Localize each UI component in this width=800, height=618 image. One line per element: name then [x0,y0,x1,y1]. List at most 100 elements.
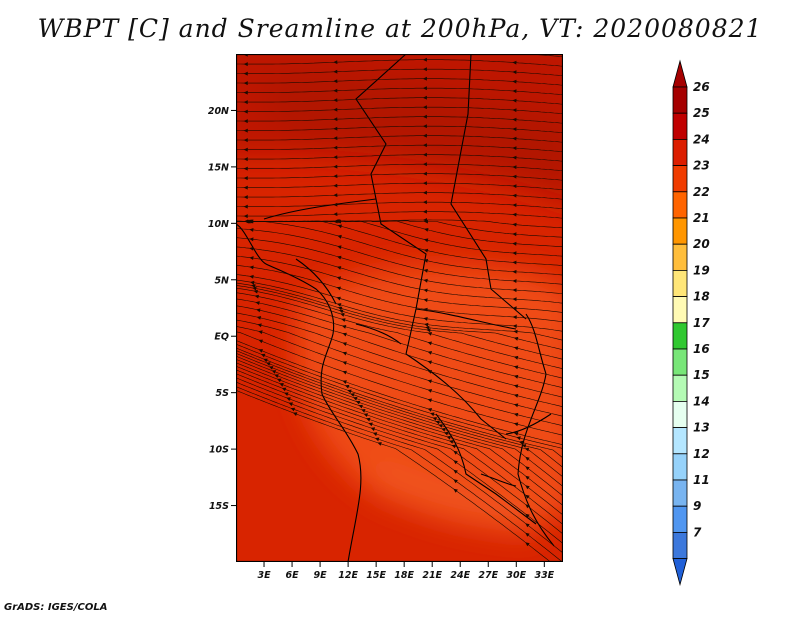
streamline-arrowhead [336,303,342,307]
streamline-arrowhead [260,353,266,358]
streamline-arrowhead [342,361,347,365]
footer-credit: GrADS: IGES/COLA [4,602,108,613]
streamline-arrowhead [513,384,519,389]
streamline-arrowhead [333,202,338,207]
streamline-arrowhead [513,403,519,408]
colorbar-label: 14 [693,394,710,408]
streamline-arrowhead [512,89,517,94]
streamline-arrowhead [347,389,352,394]
streamline-arrowhead [344,384,350,389]
streamline-arrowhead [243,100,248,105]
streamline-arrowhead [249,237,254,242]
streamline-arrowhead [336,296,341,301]
streamline-arrowhead [279,383,284,387]
streamline-arrowhead [250,280,255,285]
streamline-arrowhead [512,165,517,170]
streamline-arrowhead [333,60,338,65]
lat-tick-label: 10N [208,219,229,230]
streamline-arrowhead [333,88,338,93]
streamline-arrowhead [377,442,382,446]
streamline-arrowhead [339,309,344,314]
streamline-arrowhead [453,450,458,455]
streamline-arrowhead [276,378,282,383]
streamline-arrowhead [512,79,517,84]
streamline-arrowhead [453,460,458,465]
streamline-arrowhead [363,413,369,417]
streamline-arrowhead [423,278,428,283]
lon-tick-label: 9E [314,570,328,581]
streamline-arrowhead [422,76,427,81]
streamline-arrowhead [512,193,517,198]
wbpt-field-warm-core [263,71,563,186]
streamline-arrowhead [512,260,517,265]
colorbar-label: 25 [693,106,710,120]
streamline-arrowhead [255,301,260,305]
streamline-arrowhead [336,276,342,281]
streamline-arrowhead [513,412,519,417]
streamline-arrowhead [266,362,271,366]
streamline-arrowhead [512,212,517,217]
streamline-arrowhead [426,328,431,333]
streamline-arrowhead [512,324,517,329]
streamline-arrowhead [355,400,361,405]
lon-tick-label: 33E [534,570,554,581]
streamline-arrowhead [427,389,432,393]
streamline [236,389,551,562]
streamline-arrowhead [422,133,427,138]
colorbar-segment [672,453,688,481]
streamline-arrowhead [427,360,432,365]
streamline [236,358,563,497]
streamline-arrowhead [423,238,429,243]
streamline-arrowhead [512,60,517,65]
streamline-arrowhead [375,437,380,442]
colorbar-segment [672,374,688,402]
streamline-arrowhead [512,315,517,320]
colorbar-label: 18 [693,290,710,304]
streamline-arrowhead [453,479,458,484]
streamline-arrowhead [243,138,248,143]
lon-tick-label: 27E [478,570,498,581]
streamline-arrowhead [451,444,456,449]
lat-tick-label: 5N [214,275,229,286]
streamlines-layer [236,54,563,562]
streamline-arrowhead [422,171,427,176]
streamline-arrowhead [342,332,347,337]
wbpt-field-cool-band [366,454,536,534]
streamline-arrowhead [340,312,345,317]
streamline-arrowhead [251,284,256,288]
colorbar-segment [672,191,688,219]
streamline-arrowhead [513,336,519,341]
colorbar-label: 26 [693,80,710,94]
lon-tick-label: 18E [394,570,414,581]
streamline-arrowhead [268,366,274,370]
streamline-arrowhead [243,185,248,190]
streamline-arrowhead [337,306,343,311]
lon-tick-label: 12E [338,570,358,581]
lat-tick-label: 20N [208,106,229,117]
longitude-axis: 3E 6E 9E 12E 15E 18E 21E 24E 27E 30E 33E [257,562,555,581]
streamline-arrowhead [423,317,428,321]
streamline-arrowhead [513,329,518,334]
colorbar-segment [672,217,688,245]
streamline-arrowhead [443,431,449,436]
streamline-arrowhead [286,397,291,401]
streamline [236,347,563,459]
streamline-arrowhead [512,279,517,283]
streamline-arrowhead [333,145,338,150]
colorbar-segment [672,269,688,297]
colorbar-top-arrow [672,59,688,88]
streamline-arrowhead [243,109,248,114]
streamline-arrowhead [422,124,427,129]
colorbar-segment [672,348,688,376]
colorbar-label: 23 [693,159,710,173]
streamline [236,386,563,562]
colorbar-segment [672,505,688,533]
colorbar-label: 24 [693,132,710,146]
lon-tick-label: 21E [422,570,442,581]
colorbar-segment [672,112,688,140]
streamline-arrowhead [525,504,530,509]
streamline-arrowhead [336,219,342,224]
colorbar-label: 21 [693,211,710,225]
colorbar-segment [672,243,688,271]
streamline-arrowhead [333,174,338,179]
